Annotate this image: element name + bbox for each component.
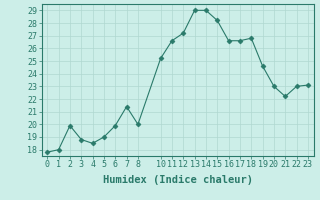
X-axis label: Humidex (Indice chaleur): Humidex (Indice chaleur) <box>103 175 252 185</box>
